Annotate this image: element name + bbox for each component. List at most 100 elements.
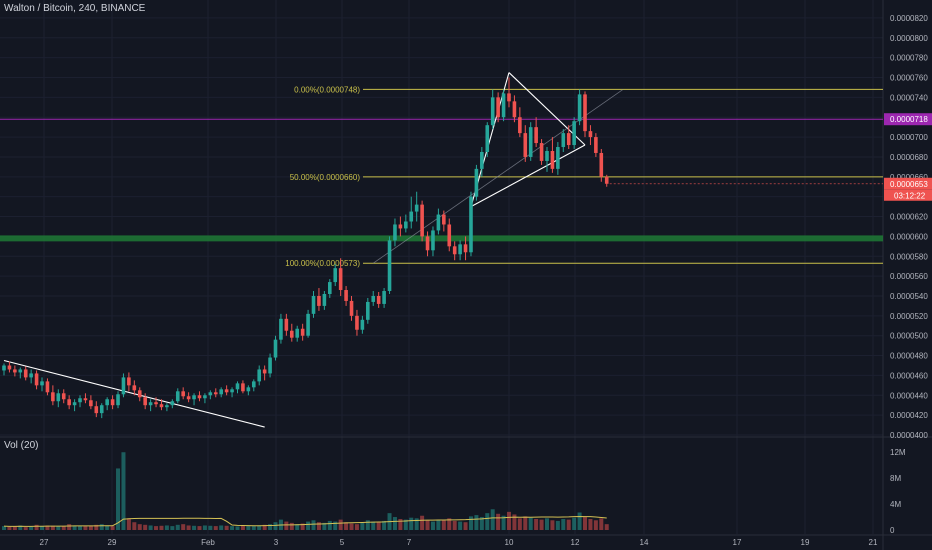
candle-body	[583, 94, 587, 132]
price-tick-label: 0.0000760	[890, 74, 928, 83]
volume-bar	[213, 526, 218, 530]
candle-body	[289, 330, 294, 338]
candle-body	[545, 150, 549, 161]
volume-bar	[583, 517, 588, 530]
candle-body	[94, 406, 99, 414]
candle-body	[604, 176, 609, 184]
price-label-box	[884, 177, 932, 190]
price-label-box	[884, 113, 932, 126]
volume-bar	[170, 526, 175, 530]
candle-body	[501, 93, 506, 118]
volume-bar	[561, 518, 566, 530]
countdown-text: 03:12:22	[894, 191, 926, 200]
volume-bar	[593, 520, 598, 530]
volume-bar	[12, 526, 17, 530]
candle-body	[550, 150, 555, 169]
volume-bar	[72, 525, 77, 530]
volume-bar	[159, 525, 164, 530]
time-tick-label: 17	[733, 538, 742, 547]
volume-bar	[300, 523, 305, 530]
volume-bar	[273, 522, 278, 530]
volume-bar	[360, 522, 365, 530]
volume-bar	[257, 525, 262, 530]
volume-bar	[468, 516, 473, 530]
volume-bar	[262, 524, 267, 530]
price-tick-label: 0.0000620	[890, 213, 928, 222]
volume-bar	[7, 526, 12, 530]
candle-body	[99, 405, 104, 414]
volume-bar	[441, 520, 446, 530]
candle-body	[273, 339, 278, 358]
volume-bar	[186, 525, 191, 530]
candle-body	[436, 214, 441, 231]
candle-body	[56, 393, 61, 402]
volume-bar	[268, 524, 273, 530]
candle-body	[175, 391, 180, 402]
volume-bar	[154, 526, 159, 530]
candle-body	[317, 295, 321, 306]
volume-bar	[365, 520, 370, 530]
candle-body	[170, 401, 175, 406]
candle-body	[463, 244, 468, 253]
volume-bar	[577, 512, 582, 530]
volume-bar	[18, 525, 23, 530]
candle-body	[556, 147, 560, 169]
volume-bar	[528, 517, 533, 530]
candle-body	[181, 391, 185, 397]
time-tick-label: 27	[40, 538, 49, 547]
volume-bar	[604, 524, 609, 530]
volume-bar	[121, 452, 126, 530]
price-tick-label: 0.0000800	[890, 34, 928, 43]
countdown-box	[884, 189, 932, 201]
candle-body	[262, 369, 267, 374]
time-tick-label: 14	[640, 538, 649, 547]
candle-body	[284, 318, 289, 331]
candle-body	[566, 133, 571, 146]
volume-bar	[224, 525, 229, 530]
volume-bar	[230, 526, 235, 530]
candle-body	[154, 402, 158, 405]
candle-body	[588, 131, 593, 138]
candle-body	[534, 127, 538, 144]
candle-body	[241, 383, 245, 392]
volume-bar	[94, 524, 99, 530]
candle-body	[306, 313, 310, 336]
volume-bar	[40, 526, 45, 530]
candle-body	[246, 387, 251, 392]
candle-body	[523, 133, 528, 157]
volume-bar	[164, 525, 169, 530]
candle-body	[349, 300, 354, 316]
candle-body	[528, 127, 533, 157]
volume-bar	[420, 515, 425, 530]
volume-bar	[148, 525, 153, 530]
volume-bar	[192, 525, 197, 530]
candle-body	[257, 369, 262, 382]
volume-bar	[235, 526, 240, 530]
candle-body	[485, 125, 490, 152]
volume-tick-label: 8M	[890, 474, 901, 483]
candle-body	[230, 389, 234, 393]
volume-bar	[110, 526, 115, 530]
candle-body	[328, 282, 332, 294]
volume-bar	[29, 526, 34, 530]
time-tick-label: 3	[274, 538, 279, 547]
time-tick-label: 5	[340, 538, 345, 547]
price-tick-label: 0.0000560	[890, 272, 928, 281]
candle-body	[192, 395, 196, 400]
price-tick-label: 0.0000700	[890, 133, 928, 142]
candle-body	[89, 400, 93, 407]
triangle-upper	[508, 72, 586, 146]
volume-bar	[512, 514, 517, 530]
price-tick-label: 0.0000540	[890, 292, 928, 301]
volume-bar	[251, 526, 256, 530]
volume-bar	[539, 519, 544, 530]
volume-bar	[202, 525, 207, 530]
candle-body	[458, 244, 462, 255]
price-tick-label: 0.0000440	[890, 391, 928, 400]
volume-bar	[197, 526, 202, 530]
volume-bar	[344, 522, 349, 530]
candle-body	[186, 396, 191, 400]
volume-bar	[382, 520, 387, 530]
support-zone	[0, 235, 883, 242]
